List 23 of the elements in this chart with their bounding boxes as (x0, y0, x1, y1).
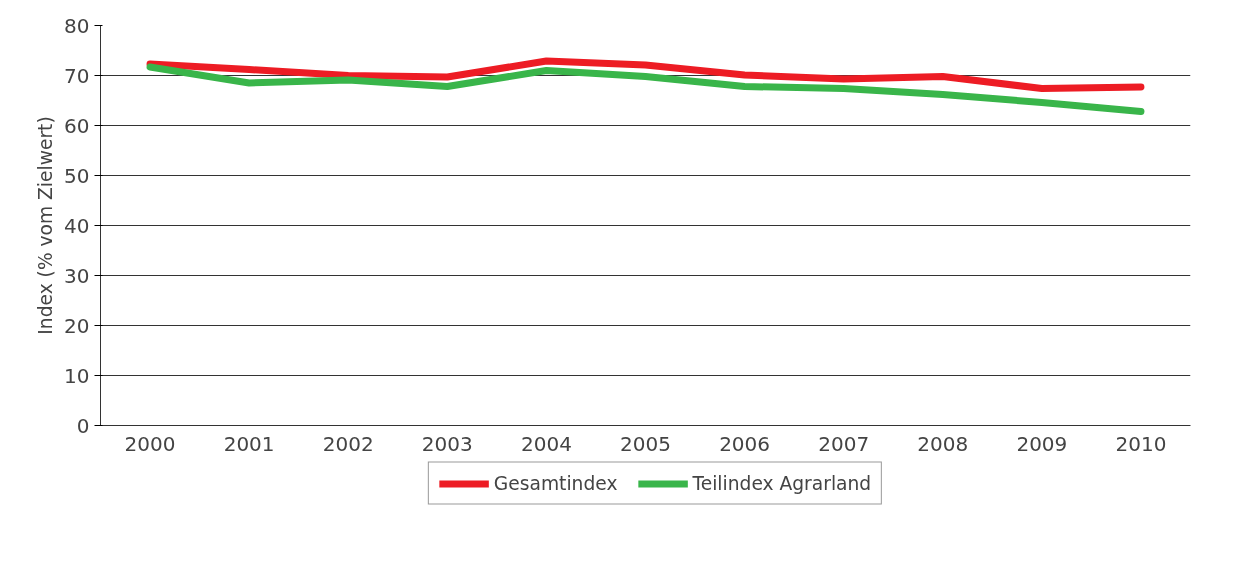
x-tick-label: 2000 (124, 431, 176, 456)
y-axis-title: Index (% vom Zielwert) (35, 116, 57, 335)
x-tick-label: 2007 (818, 431, 870, 456)
x-tick-label: 2009 (1016, 431, 1068, 456)
y-tick-label: 30 (64, 263, 90, 288)
y-tick-label: 10 (64, 363, 90, 388)
x-tick-label: 2005 (620, 431, 671, 456)
legend-label: Teilindex Agrarland (692, 472, 872, 494)
y-tick-label: 20 (64, 313, 90, 338)
x-tick-label: 2004 (520, 431, 572, 456)
x-tick-label: 2002 (322, 431, 374, 456)
x-tick-label: 2003 (421, 431, 473, 456)
x-tick-label: 2008 (917, 431, 969, 456)
y-tick-label: 60 (64, 113, 90, 138)
y-tick-label: 40 (64, 213, 90, 238)
y-tick-label: 50 (64, 163, 90, 188)
x-tick-label: 2001 (223, 431, 275, 456)
x-tick-label: 2010 (1115, 431, 1167, 456)
legend-label: Gesamtindex (493, 472, 618, 494)
y-tick-label: 70 (64, 63, 90, 88)
x-tick-label: 2006 (719, 431, 771, 456)
y-tick-label: 80 (64, 13, 90, 38)
y-tick-label: 0 (76, 413, 90, 438)
